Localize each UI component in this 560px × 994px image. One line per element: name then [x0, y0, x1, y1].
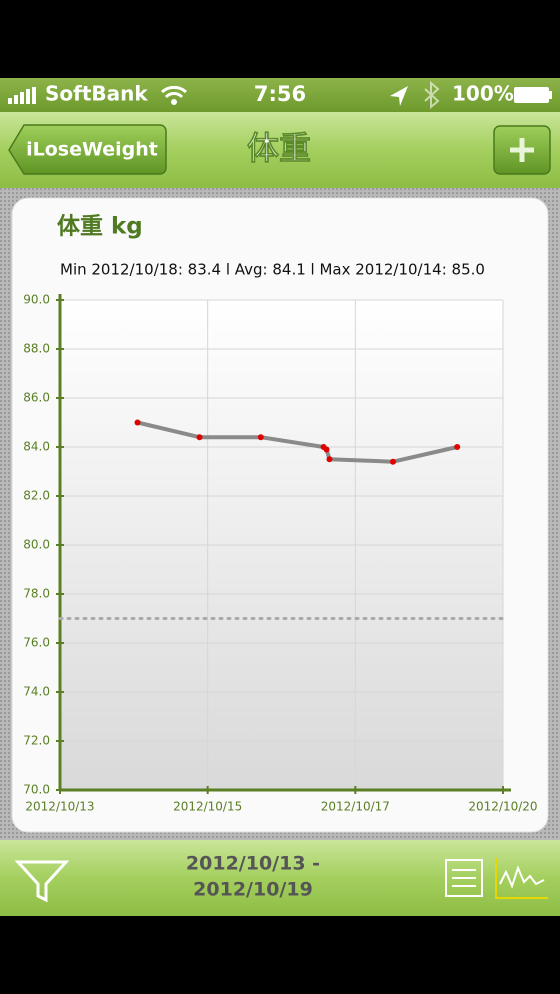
x-tick-label: 2012/10/20 [468, 800, 537, 814]
y-tick-label: 78.0 [23, 587, 50, 601]
range-end: 2012/10/19 [193, 879, 313, 901]
location-icon [390, 86, 408, 106]
status-bar [0, 78, 560, 112]
back-label[interactable]: iLoseWeight [26, 139, 158, 161]
data-point [257, 434, 264, 441]
y-tick-label: 88.0 [23, 342, 50, 356]
carrier: SoftBank [45, 82, 148, 106]
y-tick-label: 82.0 [23, 489, 50, 503]
y-tick-label: 70.0 [23, 783, 50, 797]
filter-button[interactable] [14, 860, 70, 903]
y-tick-label: 86.0 [23, 391, 50, 405]
x-tick-label: 2012/10/15 [173, 800, 242, 814]
y-tick-label: 76.0 [23, 636, 50, 650]
y-tick-label: 74.0 [23, 685, 50, 699]
data-point [196, 434, 203, 441]
wifi-dot [171, 99, 177, 105]
y-tick-label: 84.0 [23, 440, 50, 454]
y-tick-label: 80.0 [23, 538, 50, 552]
clock: 7:56 [254, 82, 306, 106]
y-tick-label: 90.0 [23, 293, 50, 307]
wifi-icon [161, 85, 187, 99]
add-icon[interactable] [510, 138, 534, 162]
list-button[interactable] [445, 859, 483, 897]
list-icon[interactable] [452, 869, 476, 887]
x-tick-label: 2012/10/13 [25, 800, 94, 814]
y-tick-label: 72.0 [23, 734, 50, 748]
data-point [134, 419, 141, 426]
data-point [326, 456, 333, 463]
battery-tip [549, 91, 552, 99]
nav-title: 体重 [247, 129, 311, 167]
graph-button[interactable] [495, 858, 548, 899]
range-start: 2012/10/13 - [186, 853, 320, 875]
signal-icon [8, 87, 36, 104]
battery-icon [514, 87, 549, 103]
chart-stats: Min 2012/10/18: 83.4 l Avg: 84.1 l Max 2… [60, 261, 485, 279]
data-point [323, 446, 330, 453]
data-point [454, 444, 461, 450]
graph-icon[interactable] [499, 865, 545, 889]
chart: 70.0 72.0 74.0 76.0 78.0 80.0 82.0 84.0 86.0 88.0… [23, 293, 537, 814]
x-tick-label: 2012/10/17 [321, 800, 390, 814]
data-point [389, 458, 396, 465]
battery-text: 100% [452, 82, 514, 106]
bluetooth-icon [424, 80, 440, 110]
back-button[interactable] [8, 124, 167, 175]
chart-title: 体重 kg [57, 214, 143, 240]
